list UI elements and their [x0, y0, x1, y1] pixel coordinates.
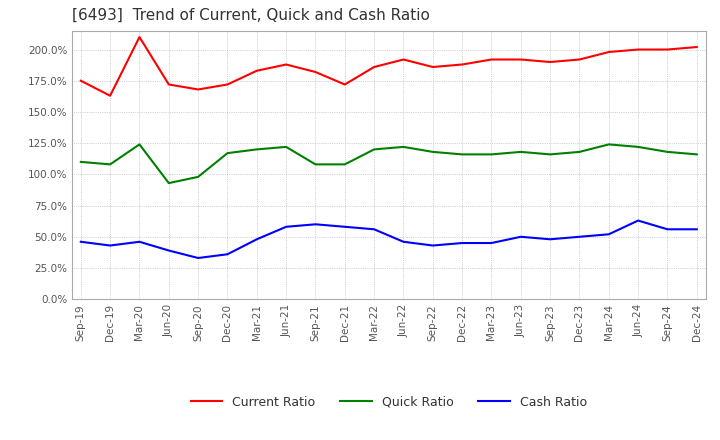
- Current Ratio: [341, 82, 349, 87]
- Quick Ratio: [223, 150, 232, 156]
- Current Ratio: [605, 49, 613, 55]
- Text: [6493]  Trend of Current, Quick and Cash Ratio: [6493] Trend of Current, Quick and Cash …: [72, 7, 430, 23]
- Current Ratio: [223, 82, 232, 87]
- Cash Ratio: [106, 243, 114, 248]
- Current Ratio: [370, 64, 379, 70]
- Current Ratio: [135, 34, 144, 40]
- Cash Ratio: [575, 234, 584, 239]
- Cash Ratio: [428, 243, 437, 248]
- Line: Cash Ratio: Cash Ratio: [81, 220, 697, 258]
- Quick Ratio: [663, 149, 672, 154]
- Current Ratio: [575, 57, 584, 62]
- Quick Ratio: [634, 144, 642, 150]
- Quick Ratio: [106, 162, 114, 167]
- Current Ratio: [76, 78, 85, 83]
- Cash Ratio: [135, 239, 144, 244]
- Quick Ratio: [428, 149, 437, 154]
- Cash Ratio: [605, 231, 613, 237]
- Current Ratio: [164, 82, 173, 87]
- Cash Ratio: [282, 224, 290, 229]
- Cash Ratio: [693, 227, 701, 232]
- Cash Ratio: [399, 239, 408, 244]
- Current Ratio: [546, 59, 554, 65]
- Current Ratio: [663, 47, 672, 52]
- Cash Ratio: [663, 227, 672, 232]
- Current Ratio: [282, 62, 290, 67]
- Quick Ratio: [693, 152, 701, 157]
- Quick Ratio: [194, 174, 202, 180]
- Quick Ratio: [487, 152, 496, 157]
- Cash Ratio: [253, 237, 261, 242]
- Cash Ratio: [311, 222, 320, 227]
- Cash Ratio: [370, 227, 379, 232]
- Current Ratio: [399, 57, 408, 62]
- Current Ratio: [106, 93, 114, 99]
- Cash Ratio: [76, 239, 85, 244]
- Quick Ratio: [399, 144, 408, 150]
- Current Ratio: [487, 57, 496, 62]
- Cash Ratio: [516, 234, 525, 239]
- Current Ratio: [516, 57, 525, 62]
- Line: Current Ratio: Current Ratio: [81, 37, 697, 96]
- Current Ratio: [634, 47, 642, 52]
- Line: Quick Ratio: Quick Ratio: [81, 144, 697, 183]
- Quick Ratio: [135, 142, 144, 147]
- Quick Ratio: [341, 162, 349, 167]
- Cash Ratio: [223, 252, 232, 257]
- Cash Ratio: [634, 218, 642, 223]
- Quick Ratio: [311, 162, 320, 167]
- Current Ratio: [458, 62, 467, 67]
- Quick Ratio: [76, 159, 85, 165]
- Cash Ratio: [487, 240, 496, 246]
- Quick Ratio: [458, 152, 467, 157]
- Cash Ratio: [546, 237, 554, 242]
- Current Ratio: [311, 70, 320, 75]
- Quick Ratio: [575, 149, 584, 154]
- Current Ratio: [693, 44, 701, 50]
- Quick Ratio: [370, 147, 379, 152]
- Legend: Current Ratio, Quick Ratio, Cash Ratio: Current Ratio, Quick Ratio, Cash Ratio: [186, 391, 592, 414]
- Quick Ratio: [164, 180, 173, 186]
- Cash Ratio: [341, 224, 349, 229]
- Cash Ratio: [458, 240, 467, 246]
- Quick Ratio: [253, 147, 261, 152]
- Quick Ratio: [282, 144, 290, 150]
- Current Ratio: [428, 64, 437, 70]
- Cash Ratio: [164, 248, 173, 253]
- Quick Ratio: [605, 142, 613, 147]
- Current Ratio: [194, 87, 202, 92]
- Quick Ratio: [546, 152, 554, 157]
- Current Ratio: [253, 68, 261, 73]
- Cash Ratio: [194, 255, 202, 260]
- Quick Ratio: [516, 149, 525, 154]
